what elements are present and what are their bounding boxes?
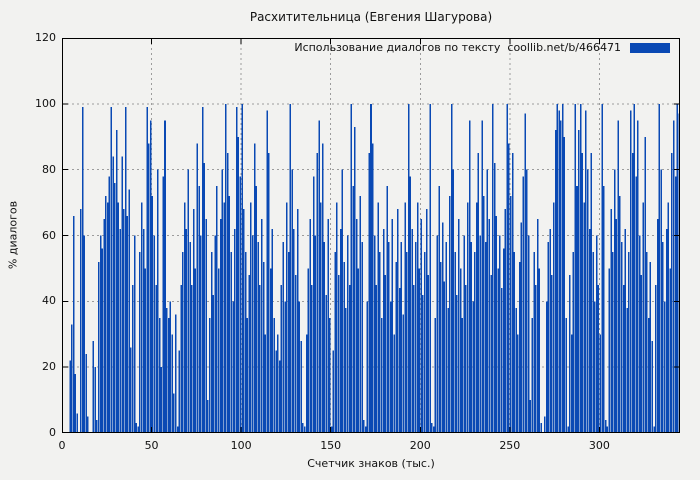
x-tick-label: 50 <box>144 439 159 452</box>
x-axis-label: Счетчик знаков (тыс.) <box>307 457 435 470</box>
legend-label: Использование диалогов по тексту coollib… <box>294 41 621 54</box>
y-tick-label: 80 <box>42 162 56 176</box>
x-tick-label: 300 <box>588 439 610 452</box>
y-tick-label: 40 <box>42 294 56 308</box>
x-tick-label: 200 <box>409 439 431 452</box>
x-tick-label: 0 <box>58 439 66 452</box>
chart-title: Расхитительница (Евгения Шагурова) <box>249 10 493 24</box>
legend-swatch <box>630 42 670 53</box>
y-tick-label: 60 <box>42 228 56 242</box>
plot-area: Использование диалогов по тексту coollib… <box>35 31 680 452</box>
y-tick-label: 20 <box>42 360 56 374</box>
y-tick-label: 0 <box>49 426 56 439</box>
y-tick-label: 100 <box>35 96 56 110</box>
bar-chart-canvas <box>62 38 680 433</box>
y-tick-label: 120 <box>35 31 56 44</box>
x-tick-label: 250 <box>499 439 521 452</box>
x-tick-label: 100 <box>230 439 252 452</box>
legend: Использование диалогов по тексту coollib… <box>294 41 670 54</box>
x-tick-label: 150 <box>320 439 342 452</box>
